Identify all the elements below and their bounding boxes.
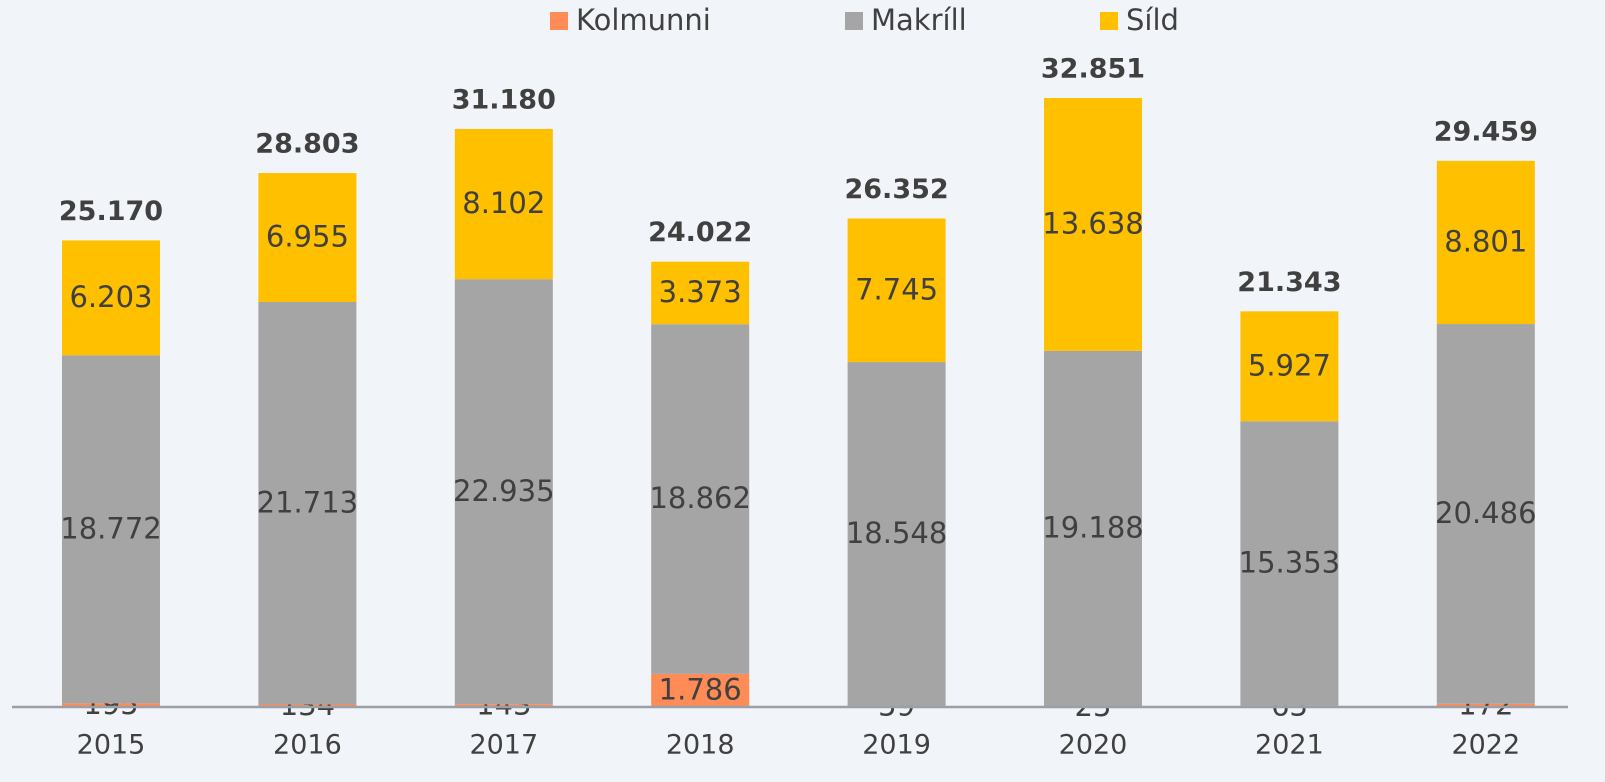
total-label: 29.459 bbox=[1434, 116, 1538, 147]
data-label: 1.786 bbox=[659, 672, 742, 706]
data-label: 3.373 bbox=[659, 275, 742, 309]
x-tick-label: 2020 bbox=[1059, 730, 1128, 761]
x-tick-label: 2018 bbox=[666, 730, 735, 761]
legend-swatch bbox=[550, 12, 568, 30]
data-label: 15.353 bbox=[1239, 546, 1340, 580]
data-label: 6.203 bbox=[69, 280, 152, 314]
x-tick-label: 2015 bbox=[77, 730, 146, 761]
total-label: 24.022 bbox=[648, 217, 752, 248]
total-label: 31.180 bbox=[452, 84, 556, 115]
total-label: 26.352 bbox=[844, 174, 948, 205]
data-label: 18.772 bbox=[60, 511, 161, 545]
legend-swatch bbox=[1100, 12, 1118, 30]
x-tick-label: 2016 bbox=[273, 730, 342, 761]
legend-label: Síld bbox=[1126, 3, 1179, 37]
data-label: 7.745 bbox=[855, 272, 938, 306]
x-tick-label: 2019 bbox=[862, 730, 931, 761]
total-label: 32.851 bbox=[1041, 54, 1145, 85]
total-label: 25.170 bbox=[59, 196, 163, 227]
data-label: 22.935 bbox=[453, 474, 554, 508]
x-tick-label: 2022 bbox=[1451, 730, 1520, 761]
data-label: 8.102 bbox=[462, 186, 545, 220]
data-label: 8.801 bbox=[1444, 224, 1527, 258]
data-label: 18.862 bbox=[649, 481, 750, 515]
data-label: 13.638 bbox=[1042, 206, 1143, 240]
legend-swatch bbox=[845, 12, 863, 30]
data-label: 20.486 bbox=[1435, 496, 1536, 530]
total-label: 28.803 bbox=[255, 129, 359, 160]
data-label: 19.188 bbox=[1042, 511, 1143, 545]
x-tick-label: 2017 bbox=[469, 730, 538, 761]
data-label: 18.548 bbox=[846, 516, 947, 550]
legend-label: Makríll bbox=[871, 3, 967, 37]
total-label: 21.343 bbox=[1237, 267, 1341, 298]
data-label: 6.955 bbox=[266, 220, 349, 254]
legend-label: Kolmunni bbox=[576, 3, 711, 37]
data-label: 5.927 bbox=[1248, 348, 1331, 382]
data-label: 21.713 bbox=[257, 485, 358, 519]
x-tick-label: 2021 bbox=[1255, 730, 1324, 761]
